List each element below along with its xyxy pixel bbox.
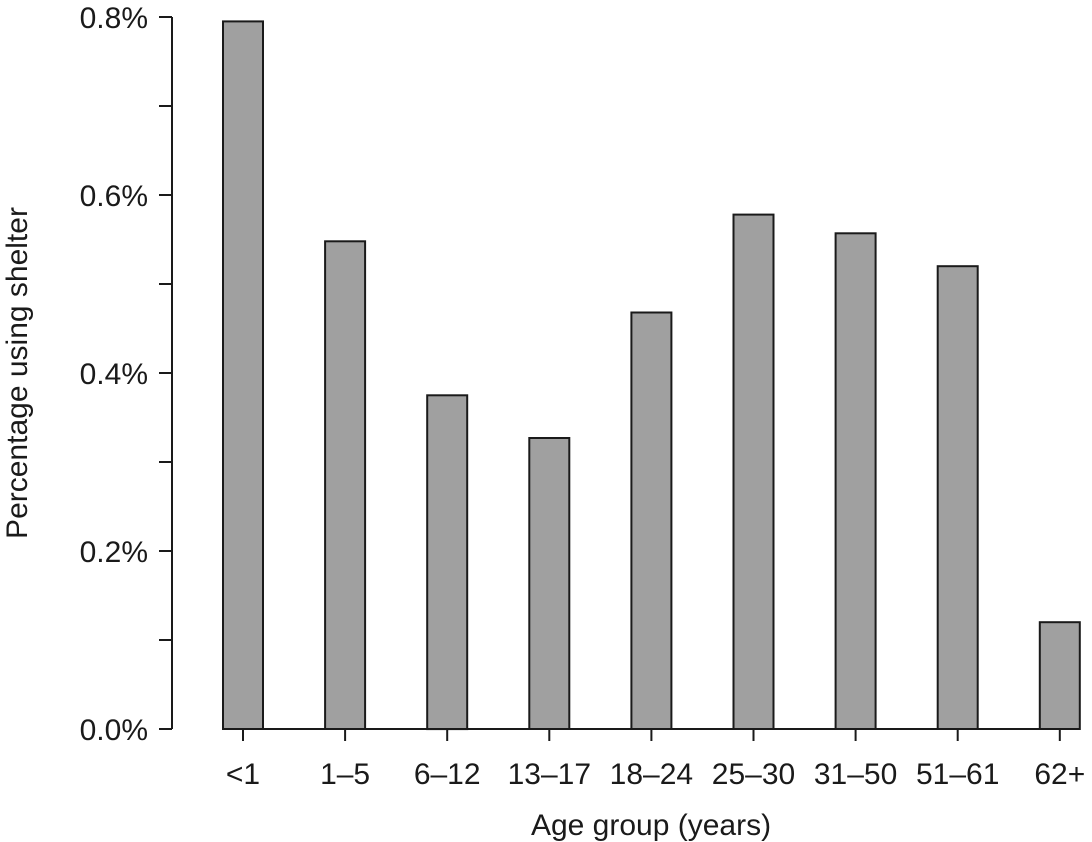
y-tick-label: 0.6%	[80, 180, 148, 213]
bar	[630, 311, 673, 730]
bar	[732, 213, 775, 731]
x-tick-label: 6–12	[414, 758, 481, 791]
y-tick-label: 0.8%	[80, 2, 148, 35]
y-tick-label: 0.2%	[80, 536, 148, 569]
y-axis-title: Percentage using shelter	[1, 207, 34, 539]
x-tick-label: 31–50	[814, 758, 897, 791]
bar	[936, 265, 979, 730]
bar	[528, 437, 571, 730]
x-tick-label: <1	[226, 758, 260, 791]
x-tick-label: 51–61	[916, 758, 999, 791]
x-tick-label: 25–30	[712, 758, 795, 791]
x-tick-label: 1–5	[320, 758, 370, 791]
y-tick-label: 0.0%	[80, 714, 148, 747]
x-ticks-group: <1 1–5 6–12 13–17 18–24 25–30 31–50 51–61 62+	[226, 729, 1085, 791]
bars-group	[222, 20, 1081, 731]
x-tick-label: 62+	[1034, 758, 1085, 791]
x-tick-label: 13–17	[508, 758, 591, 791]
y-ticks-group: 0.0% 0.2% 0.4% 0.6% 0.8%	[80, 2, 172, 747]
x-axis-title: Age group (years)	[531, 809, 771, 842]
bar	[324, 240, 367, 731]
bar	[1038, 621, 1081, 731]
x-tick-label: 18–24	[610, 758, 693, 791]
bar	[834, 232, 877, 731]
y-tick-label: 0.4%	[80, 358, 148, 391]
bar	[222, 20, 264, 730]
bar	[426, 394, 469, 731]
